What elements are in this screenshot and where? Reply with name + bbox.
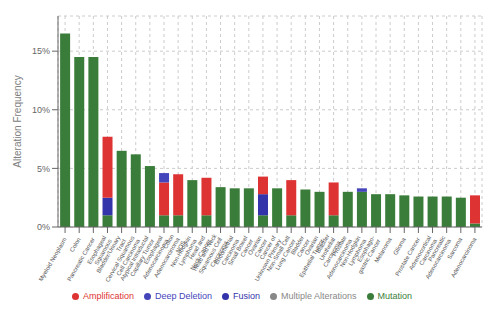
svg-text:10%: 10% (32, 105, 50, 115)
svg-text:Colon: Colon (69, 237, 82, 254)
svg-text:Glioma: Glioma (392, 236, 407, 256)
svg-text:Myeloid Neoplasm: Myeloid Neoplasm (38, 237, 68, 283)
svg-text:0%: 0% (37, 222, 50, 232)
svg-text:5%: 5% (37, 164, 50, 174)
svg-text:15%: 15% (32, 46, 50, 56)
svg-text:Adenocarcinoma: Adenocarcinoma (450, 236, 478, 279)
svg-text:Melanoma: Melanoma (374, 236, 394, 264)
svg-text:Alteration Frequency: Alteration Frequency (12, 75, 23, 167)
svg-text:Non-Small CellLung Cancer: Non-Small CellLung Cancer (266, 235, 297, 276)
